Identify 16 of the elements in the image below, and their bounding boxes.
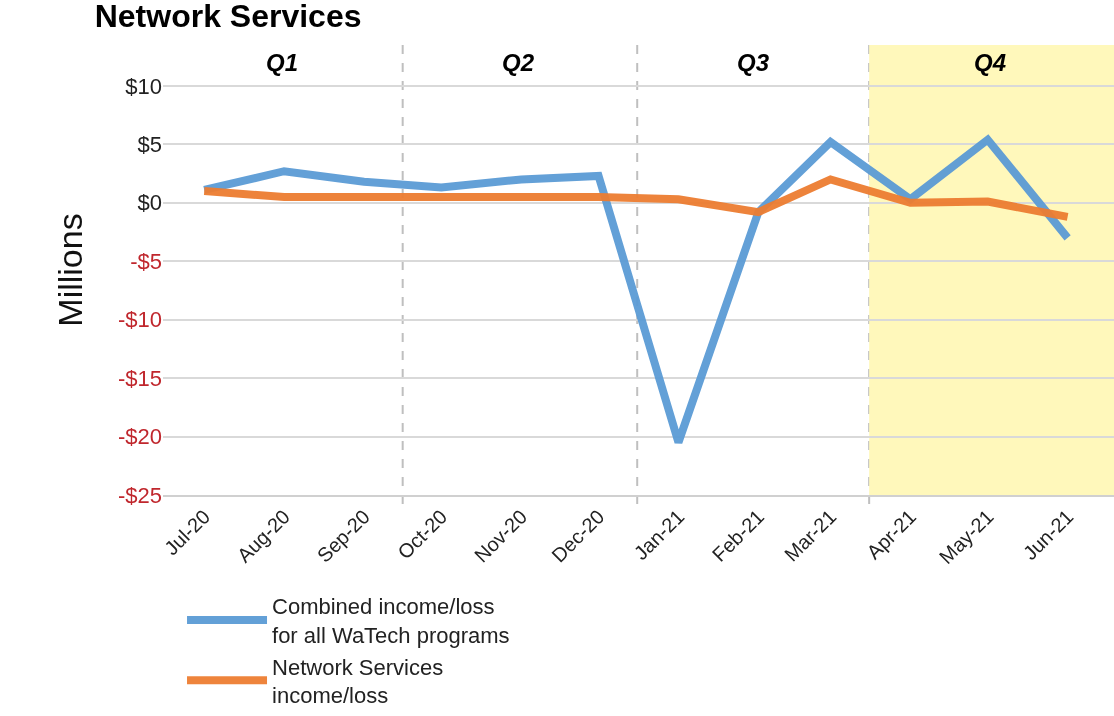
y-tick-label: -$25 — [117, 482, 162, 508]
y-axis-title: Millions — [50, 213, 89, 327]
chart-title: Network Services — [94, 0, 362, 35]
legend-label: Combined income/loss for all WaTech programs — [272, 594, 510, 648]
annotation: Q1 — [266, 49, 299, 76]
y-tick-label: $5 — [137, 132, 162, 158]
y-tick-label: -$20 — [117, 424, 162, 450]
annotation: Q3 — [737, 49, 770, 76]
annotation: Q2 — [502, 49, 535, 76]
y-tick-label: -$5 — [130, 248, 162, 274]
legend-label: Network Services income/loss — [272, 654, 444, 709]
y-tick-label: $0 — [137, 190, 162, 216]
band-label: Q4 — [974, 49, 1007, 76]
y-tick-label: -$15 — [117, 365, 162, 391]
y-tick-label: $10 — [125, 73, 162, 99]
y-tick-label: -$10 — [117, 307, 162, 333]
